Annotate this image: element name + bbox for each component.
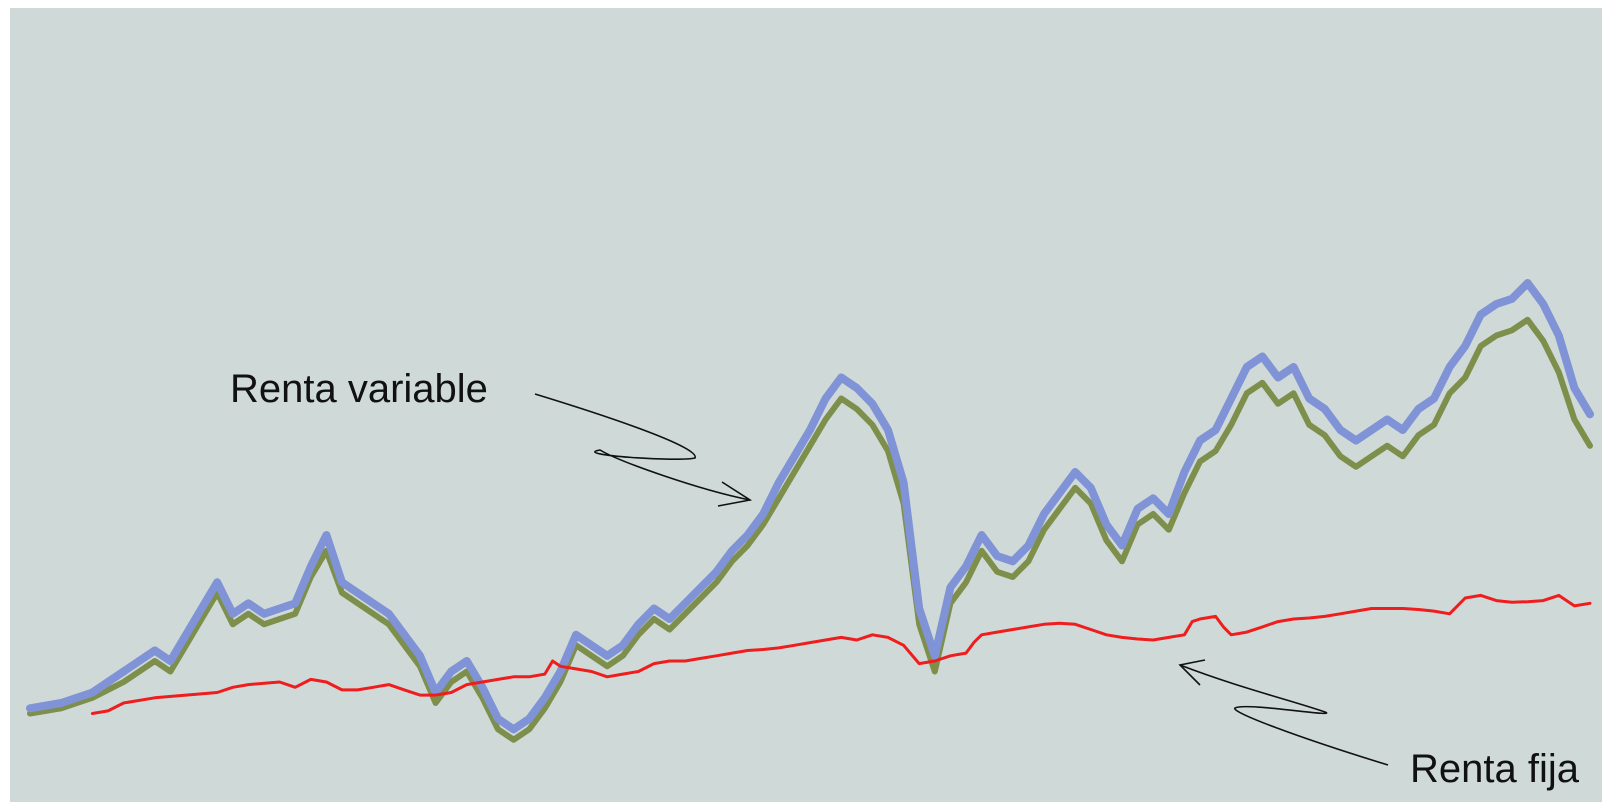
series-line-variable-upper bbox=[26, 279, 1594, 734]
arrow-renta-variable bbox=[534, 393, 751, 501]
arrowhead-renta-fija bbox=[1178, 659, 1206, 686]
arrow-renta-fija bbox=[1179, 664, 1389, 766]
series-line-renta-fija bbox=[90, 593, 1592, 715]
annotation-renta-fija: Renta fija bbox=[1410, 747, 1580, 791]
series-layer bbox=[26, 279, 1594, 743]
series-line-variable-lower bbox=[27, 316, 1593, 743]
chart-background bbox=[10, 8, 1602, 802]
arrowhead-renta-variable bbox=[717, 481, 753, 507]
annotation-renta-variable: Renta variable bbox=[230, 367, 488, 411]
annotation-layer: Renta variable Renta fija bbox=[230, 367, 1580, 791]
